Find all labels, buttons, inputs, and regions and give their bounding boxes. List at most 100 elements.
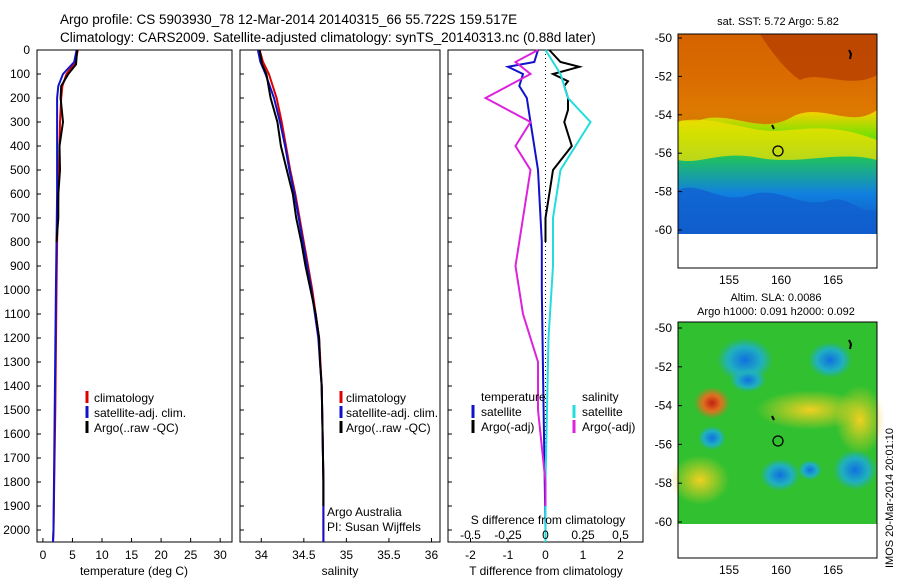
x-tick-label: 1 [580,548,587,562]
s-difference-tick-label: 0.5 [612,528,629,542]
s-difference-axis-label: S difference from climatology [471,513,626,527]
depth-tick-label: 300 [10,115,30,129]
s-difference-tick-label: 0.25 [571,528,595,542]
series-line [483,49,547,506]
depth-tick-label: 800 [10,235,30,249]
temperature-panel-frame [36,49,233,543]
s-difference-tick-label: -0.25 [494,528,522,542]
sla-nodata-strip [678,524,877,558]
x-tick-label: 20 [154,548,168,562]
depth-tick-label: 900 [10,259,30,273]
s-difference-tick-label: -0.5 [460,528,481,542]
depth-tick-label: 2000 [3,523,30,537]
sla-map-title-line2: Argo h1000: 0.091 h2000: 0.092 [697,306,855,318]
latitude-tick-label: -52 [655,360,673,374]
depth-tick-label: 1900 [3,499,30,513]
depth-tick-label: 0 [23,43,30,57]
sst-darkred-region [760,34,877,81]
salinity-plot: 34 34.5 35 35.5 36 [255,49,438,562]
x-tick-label: 34.5 [292,548,316,562]
depth-tick-label: 400 [10,139,30,153]
x-tick-label: 15 [125,548,139,562]
x-tick-label: 0 [40,548,47,562]
temperature-axis-label: temperature (deg C) [80,564,188,578]
latitude-tick-label: -60 [655,223,673,237]
longitude-tick-label: 160 [771,563,791,577]
x-tick-label: -1 [503,548,514,562]
salinity-legend: climatology satellite-adj. clim. Argo(..… [339,391,438,435]
legend-argo-label: Argo(..raw -QC) [346,421,431,435]
x-tick-label: 2 [617,548,624,562]
sla-island-mark [848,339,853,350]
longitude-tick-label: 165 [823,273,843,287]
salinity-axis-label: salinity [322,564,359,578]
legend-argo-label: Argo(..raw -QC) [94,421,179,435]
sst-map-title: sat. SST: 5.72 Argo: 5.82 [717,16,839,28]
latitude-tick-label: -56 [655,437,673,451]
depth-tick-label: 600 [10,187,30,201]
latitude-tick-label: -56 [655,146,673,160]
x-tick-label: 25 [184,548,198,562]
series-line [544,49,592,542]
sst-yellow-band [678,119,877,162]
latitude-tick-label: -50 [655,321,673,335]
depth-tick-label: 700 [10,211,30,225]
sla-map-frame [677,321,878,559]
sst-island-mark [771,124,775,130]
series-line [52,49,78,543]
depth-tick-label: 500 [10,163,30,177]
legend-t-argo-label: Argo(-adj) [481,420,534,434]
legend-climatology-label: climatology [346,391,406,405]
legend-climatology-label: climatology [94,391,154,405]
depth-tick-label: 1600 [3,427,30,441]
depth-tick-label: 1500 [3,403,30,417]
legend-s-satellite-label: satellite [582,405,623,419]
sla-low-anomaly [698,426,726,450]
depth-tick-label: 1300 [3,355,30,369]
x-tick-label: 0 [542,548,549,562]
legend-salinity-header: salinity [582,390,619,404]
x-tick-label: 35 [340,548,354,562]
longitude-tick-label: 160 [771,273,791,287]
figure-title-line2: Climatology: CARS2009. Satellite-adjuste… [60,30,596,45]
sla-float-marker [772,435,784,447]
sst-float-marker [772,145,784,157]
depth-tick-label: 1200 [3,331,30,345]
depth-tick-label: 200 [10,91,30,105]
latitude-tick-label: -50 [655,31,673,45]
depth-tick-label: 1100 [4,307,30,321]
sst-map-frame [677,33,878,269]
legend-satellite-label: satellite-adj. clim. [346,406,438,420]
latitude-tick-label: -54 [655,399,673,413]
latitude-tick-label: -60 [655,515,673,529]
sst-nodata-strip [678,234,877,268]
legend-temperature-header: temperature [481,390,546,404]
sla-low-anomaly [730,368,766,392]
sst-blue-region [678,187,877,234]
salinity-panel-frame [239,49,441,543]
depth-tick-label: 1800 [3,475,30,489]
sla-map [670,321,885,559]
sla-yellow-patch [835,385,885,455]
depth-axis: 0 100 200 300 400 500 600 700 800 900 1000 1100 1200… [3,43,452,537]
footnote-line2: PI: Susan Wijffels [327,520,421,534]
series-line [544,49,584,242]
series-line [258,49,325,506]
latitude-tick-label: -52 [655,69,673,83]
latitude-tick-label: -58 [655,185,673,199]
sla-high-anomaly [694,387,730,419]
figure-title-line1: Argo profile: CS 5903930_78 12-Mar-2014 … [60,12,517,27]
legend-satellite-label: satellite-adj. clim. [94,406,186,420]
longitude-tick-label: 165 [823,563,843,577]
temperature-legend: climatology satellite-adj. clim. Argo(..… [85,391,186,435]
longitude-tick-label: 155 [719,273,739,287]
sla-island-mark [771,415,775,421]
sla-map-title-line1: Altim. SLA: 0.0086 [730,292,821,304]
difference-plot: -2 -1 0 1 2 [465,49,624,562]
sla-low-anomaly [833,450,877,490]
t-difference-axis-label: T difference from climatology [469,564,623,578]
legend-s-argo-label: Argo(-adj) [582,420,635,434]
series-line [55,49,79,243]
sla-low-anomaly [798,460,822,480]
